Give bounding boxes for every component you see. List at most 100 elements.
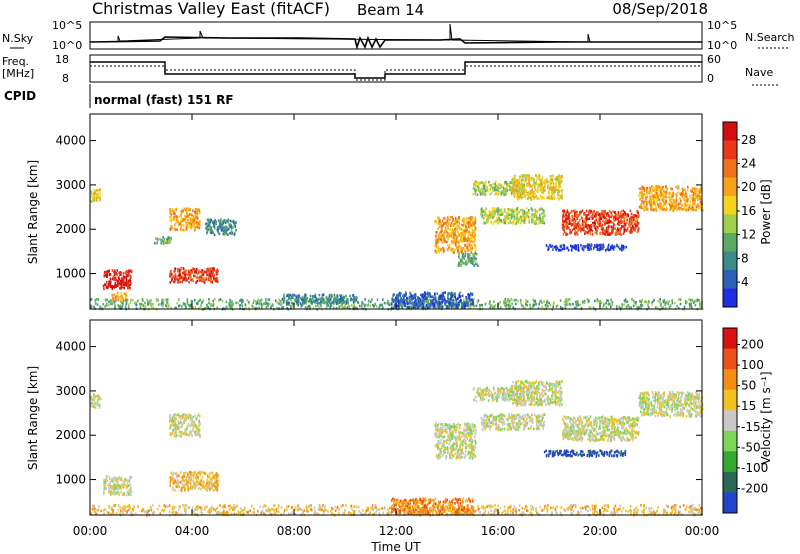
echo-cell <box>397 300 399 303</box>
echo-cell <box>440 235 442 238</box>
echo-cell <box>533 180 535 184</box>
echo-cell <box>194 226 197 230</box>
echo-cell <box>500 192 502 196</box>
echo-cell <box>607 299 610 303</box>
echo-cell <box>173 223 176 226</box>
echo-cell <box>408 298 410 302</box>
echo-cell <box>526 193 528 197</box>
echo-cell <box>96 303 99 306</box>
echo-cell <box>620 227 623 230</box>
echo-cell <box>691 305 693 309</box>
echo-cell <box>447 216 449 219</box>
echo-cell <box>651 303 653 306</box>
echo-cell <box>281 302 283 306</box>
echo-cell <box>642 186 644 189</box>
velocity-echo-region <box>90 393 102 409</box>
echo-cell <box>225 229 227 233</box>
echo-cell <box>303 295 306 298</box>
echo-cell <box>451 295 454 298</box>
echo-cell <box>180 210 183 213</box>
echo-cell <box>196 223 198 226</box>
echo-cell <box>591 229 594 233</box>
echo-cell <box>610 305 612 308</box>
echo-cell <box>442 291 445 295</box>
echo-cell <box>465 225 467 228</box>
echo-cell <box>432 300 435 303</box>
echo-cell <box>437 222 440 226</box>
echo-cell <box>252 301 255 305</box>
echo-cell <box>484 192 486 195</box>
echo-cell <box>455 246 458 250</box>
echo-cell <box>664 195 666 199</box>
echo-cell <box>693 300 696 303</box>
echo-cell <box>558 248 561 252</box>
echo-cell <box>504 218 507 221</box>
echo-cell <box>395 294 398 297</box>
echo-cell <box>454 227 457 230</box>
echo-cell <box>501 185 504 188</box>
echo-cell <box>442 239 444 242</box>
echo-cell <box>512 179 515 182</box>
echo-cell <box>95 193 97 197</box>
echo-cell <box>657 203 659 206</box>
echo-cell <box>516 195 518 199</box>
echo-cell <box>353 296 355 299</box>
echo-cell <box>474 238 476 241</box>
echo-cell <box>224 221 227 224</box>
echo-cell <box>582 245 585 248</box>
echo-cell <box>687 208 689 212</box>
echo-cell <box>230 225 233 229</box>
echo-cell <box>118 296 120 299</box>
echo-cell <box>576 304 578 307</box>
echo-cell <box>461 249 463 252</box>
echo-cell <box>546 186 549 190</box>
echo-cell <box>123 492 125 495</box>
echo-cell <box>125 478 127 482</box>
echo-cell <box>165 304 167 307</box>
echo-cell <box>176 275 178 278</box>
echo-cell <box>335 306 338 310</box>
echo-cell <box>466 246 468 250</box>
echo-cell <box>589 230 591 234</box>
echo-cell <box>123 279 125 282</box>
echo-cell <box>129 286 131 290</box>
echo-cell <box>117 298 120 302</box>
echo-cell <box>498 217 500 220</box>
echo-cell <box>470 256 473 260</box>
echo-cell <box>232 303 234 306</box>
echo-cell <box>628 223 630 227</box>
echo-cell <box>473 255 475 259</box>
echo-cell <box>124 292 126 296</box>
echo-cell <box>472 300 474 303</box>
echo-cell <box>473 243 476 247</box>
echo-cell <box>611 301 614 304</box>
echo-cell <box>629 230 631 234</box>
echo-cell <box>110 302 112 306</box>
echo-cell <box>600 211 603 214</box>
echo-cell <box>451 219 454 223</box>
echo-cell <box>192 215 195 218</box>
echo-cell <box>375 305 378 308</box>
echo-cell <box>188 213 191 216</box>
echo-cell <box>643 187 646 190</box>
echo-cell <box>108 300 110 304</box>
echo-cell <box>440 248 442 252</box>
echo-cell <box>455 301 457 305</box>
echo-cell <box>125 284 128 287</box>
echo-cell <box>151 305 153 308</box>
echo-cell <box>467 243 469 247</box>
echo-cell <box>692 187 694 190</box>
echo-cell <box>585 224 587 228</box>
echo-cell <box>502 191 505 195</box>
echo-cell <box>104 283 107 287</box>
echo-cell <box>255 306 257 310</box>
echo-cell <box>444 221 447 225</box>
echo-cell <box>205 306 208 309</box>
echo-cell <box>566 226 569 230</box>
echo-cell <box>199 211 201 215</box>
echo-cell <box>582 227 585 230</box>
echo-cell <box>114 283 116 287</box>
echo-cell <box>128 492 130 495</box>
echo-cell <box>467 293 470 296</box>
echo-cell <box>659 208 661 211</box>
